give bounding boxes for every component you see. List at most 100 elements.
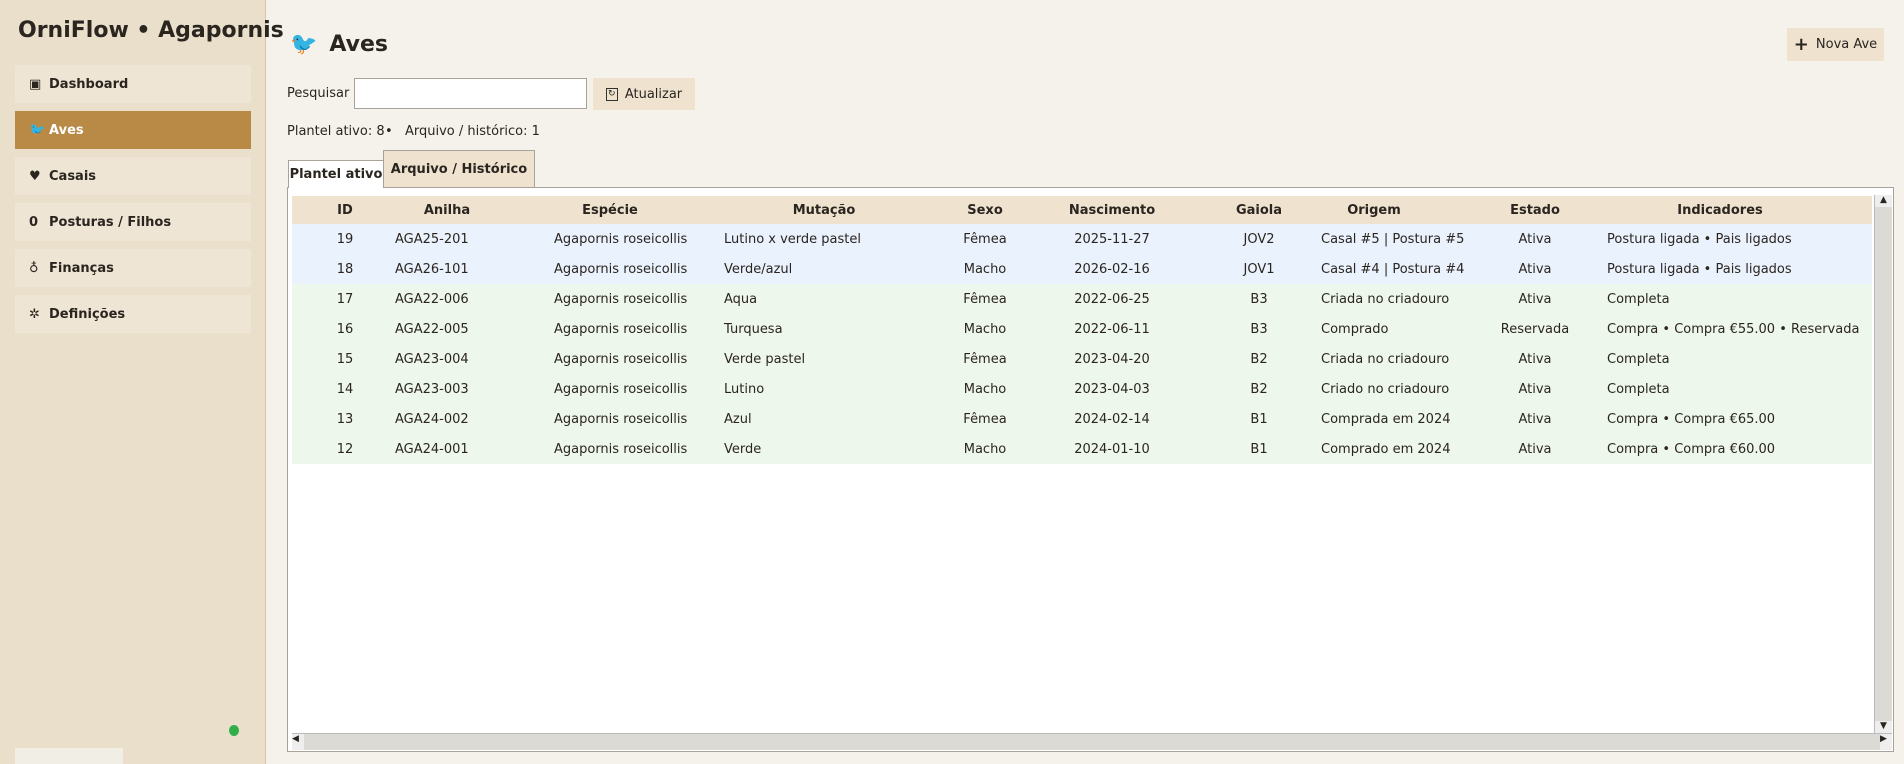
cell-especie: Agapornis roseicollis <box>554 321 688 337</box>
cell-nascimento: 2022-06-11 <box>1074 321 1150 337</box>
cell-anilha: AGA22-005 <box>395 321 469 337</box>
bird-icon: 🐦 <box>290 32 318 57</box>
search-input[interactable] <box>354 78 587 109</box>
cell-estado: Ativa <box>1518 411 1552 427</box>
sidebar-item-casais[interactable]: ♥ Casais <box>15 157 251 195</box>
cell-origem: Comprada em 2024 <box>1321 411 1451 427</box>
sidebar-item-posturas-filhos[interactable]: 0 Posturas / Filhos <box>15 203 251 241</box>
column-header[interactable]: Estado <box>1510 202 1560 218</box>
scroll-up-arrow[interactable]: ▲ <box>1875 195 1892 207</box>
cell-sexo: Fêmea <box>963 351 1007 367</box>
cell-mutacao: Verde pastel <box>724 351 806 367</box>
table-row[interactable]: 19 AGA25-201 Agapornis roseicollis Lutino x… <box>292 224 1872 254</box>
column-header[interactable]: Sexo <box>967 202 1003 218</box>
cell-id: 19 <box>336 231 354 247</box>
scroll-right-arrow[interactable]: ▶ <box>1880 734 1892 750</box>
cell-id: 13 <box>336 411 354 427</box>
sidebar-item-defini-es[interactable]: ✲ Definições <box>15 295 251 333</box>
cell-mutacao: Aqua <box>724 291 758 307</box>
cell-indicadores: Postura ligada • Pais ligados <box>1607 231 1792 247</box>
archive-count: Arquivo / histórico: 1 <box>405 124 540 139</box>
column-header[interactable]: Gaiola <box>1235 202 1283 218</box>
cell-gaiola: B1 <box>1250 411 1268 427</box>
cell-anilha: AGA24-002 <box>395 411 469 427</box>
cell-especie: Agapornis roseicollis <box>554 351 688 367</box>
cell-indicadores: Compra • Compra €65.00 <box>1607 411 1776 427</box>
column-header[interactable]: Indicadores <box>1677 202 1763 218</box>
table-row[interactable]: 16 AGA22-005 Agapornis roseicollis Turquesa… <box>292 314 1872 344</box>
column-header[interactable]: ID <box>337 202 353 218</box>
vertical-scrollbar[interactable]: ▲ ▼ <box>1874 195 1892 733</box>
app-title: OrniFlow • Agapornis <box>18 18 284 43</box>
cell-sexo: Fêmea <box>963 291 1007 307</box>
column-header[interactable]: Mutação <box>792 202 856 218</box>
cell-mutacao: Turquesa <box>724 321 783 337</box>
sidebar-item-finan-as[interactable]: ♁ Finanças <box>15 249 251 287</box>
cell-id: 12 <box>336 441 354 457</box>
heart-icon: ♥ <box>29 168 41 184</box>
sidebar: OrniFlow • Agapornis ▣ Dashboard 🐦 Aves ♥ Cas… <box>0 0 284 764</box>
column-header[interactable]: Espécie <box>582 202 638 218</box>
refresh-icon: ↻ <box>605 87 618 101</box>
cell-especie: Agapornis roseicollis <box>554 441 688 457</box>
cell-sexo: Fêmea <box>963 231 1007 247</box>
table-row[interactable]: 12 AGA24-001 Agapornis roseicollis Verde Mac… <box>292 434 1872 464</box>
column-header[interactable]: Anilha <box>423 202 471 218</box>
cell-indicadores: Completa <box>1607 381 1670 397</box>
egg-icon: 0 <box>29 214 39 230</box>
cell-estado: Ativa <box>1518 231 1552 247</box>
cell-gaiola: B1 <box>1250 441 1268 457</box>
cell-gaiola: B3 <box>1250 321 1268 337</box>
tab-arquivo-historico[interactable]: Arquivo / Histórico <box>383 150 535 187</box>
cell-origem: Criada no criadouro <box>1321 351 1450 367</box>
summary-separator: • <box>385 124 393 139</box>
cell-indicadores: Postura ligada • Pais ligados <box>1607 261 1792 277</box>
cell-estado: Ativa <box>1518 351 1552 367</box>
cell-estado: Ativa <box>1518 291 1552 307</box>
column-header[interactable]: Origem <box>1347 202 1401 218</box>
cell-sexo: Fêmea <box>963 411 1007 427</box>
page-title: 🐦 Aves <box>290 32 389 57</box>
cell-especie: Agapornis roseicollis <box>554 231 688 247</box>
cell-especie: Agapornis roseicollis <box>554 291 688 307</box>
sidebar-item-aves[interactable]: 🐦 Aves <box>15 111 251 149</box>
cell-gaiola: B2 <box>1250 351 1268 367</box>
sidebar-item-dashboard[interactable]: ▣ Dashboard <box>15 65 251 103</box>
cell-estado: Ativa <box>1518 261 1552 277</box>
active-count: Plantel ativo: 8 <box>287 124 385 139</box>
cell-estado: Reservada <box>1500 321 1570 337</box>
cell-anilha: AGA22-006 <box>395 291 469 307</box>
column-header[interactable]: Nascimento <box>1068 202 1156 218</box>
new-bird-button[interactable]: + Nova Ave <box>1787 28 1884 61</box>
cell-mutacao: Lutino x verde pastel <box>724 231 862 247</box>
cell-nascimento: 2024-02-14 <box>1074 411 1150 427</box>
table-header: ID Anilha Espécie Mutação Sexo Nascimento Gaio… <box>292 196 1872 224</box>
cell-nascimento: 2023-04-03 <box>1074 381 1150 397</box>
cell-nascimento: 2026-02-16 <box>1074 261 1150 277</box>
cell-nascimento: 2024-01-10 <box>1074 441 1150 457</box>
cell-nascimento: 2023-04-20 <box>1074 351 1150 367</box>
cell-origem: Criado no criadouro <box>1321 381 1450 397</box>
tab-plantel-ativo[interactable]: Plantel ativo <box>288 160 384 188</box>
birds-table: ID Anilha Espécie Mutação Sexo Nascimento Gaio… <box>287 187 1894 752</box>
table-row[interactable]: 17 AGA22-006 Agapornis roseicollis Aqua Fême… <box>292 284 1872 314</box>
search-label: Pesquisar <box>287 86 350 101</box>
plus-icon: + <box>1793 34 1809 55</box>
cell-origem: Comprado em 2024 <box>1321 441 1451 457</box>
scroll-left-arrow[interactable]: ◀ <box>292 734 304 750</box>
table-row[interactable]: 13 AGA24-002 Agapornis roseicollis Azul Fême… <box>292 404 1872 434</box>
horizontal-scrollbar[interactable]: ◀ ▶ <box>292 733 1892 750</box>
table-row[interactable]: 15 AGA23-004 Agapornis roseicollis Verde pa… <box>292 344 1872 374</box>
cell-sexo: Macho <box>963 441 1007 457</box>
cell-mutacao: Azul <box>724 411 752 427</box>
gear-icon: ✲ <box>29 306 40 322</box>
refresh-button[interactable]: ↻ Atualizar <box>593 78 695 110</box>
cell-id: 17 <box>336 291 354 307</box>
cell-anilha: AGA23-004 <box>395 351 469 367</box>
table-row[interactable]: 14 AGA23-003 Agapornis roseicollis Lutino Ma… <box>292 374 1872 404</box>
scroll-down-arrow[interactable]: ▼ <box>1875 721 1892 733</box>
cell-especie: Agapornis roseicollis <box>554 411 688 427</box>
table-row[interactable]: 18 AGA26-101 Agapornis roseicollis Verde/az… <box>292 254 1872 284</box>
cell-estado: Ativa <box>1518 441 1552 457</box>
cell-indicadores: Completa <box>1607 291 1670 307</box>
